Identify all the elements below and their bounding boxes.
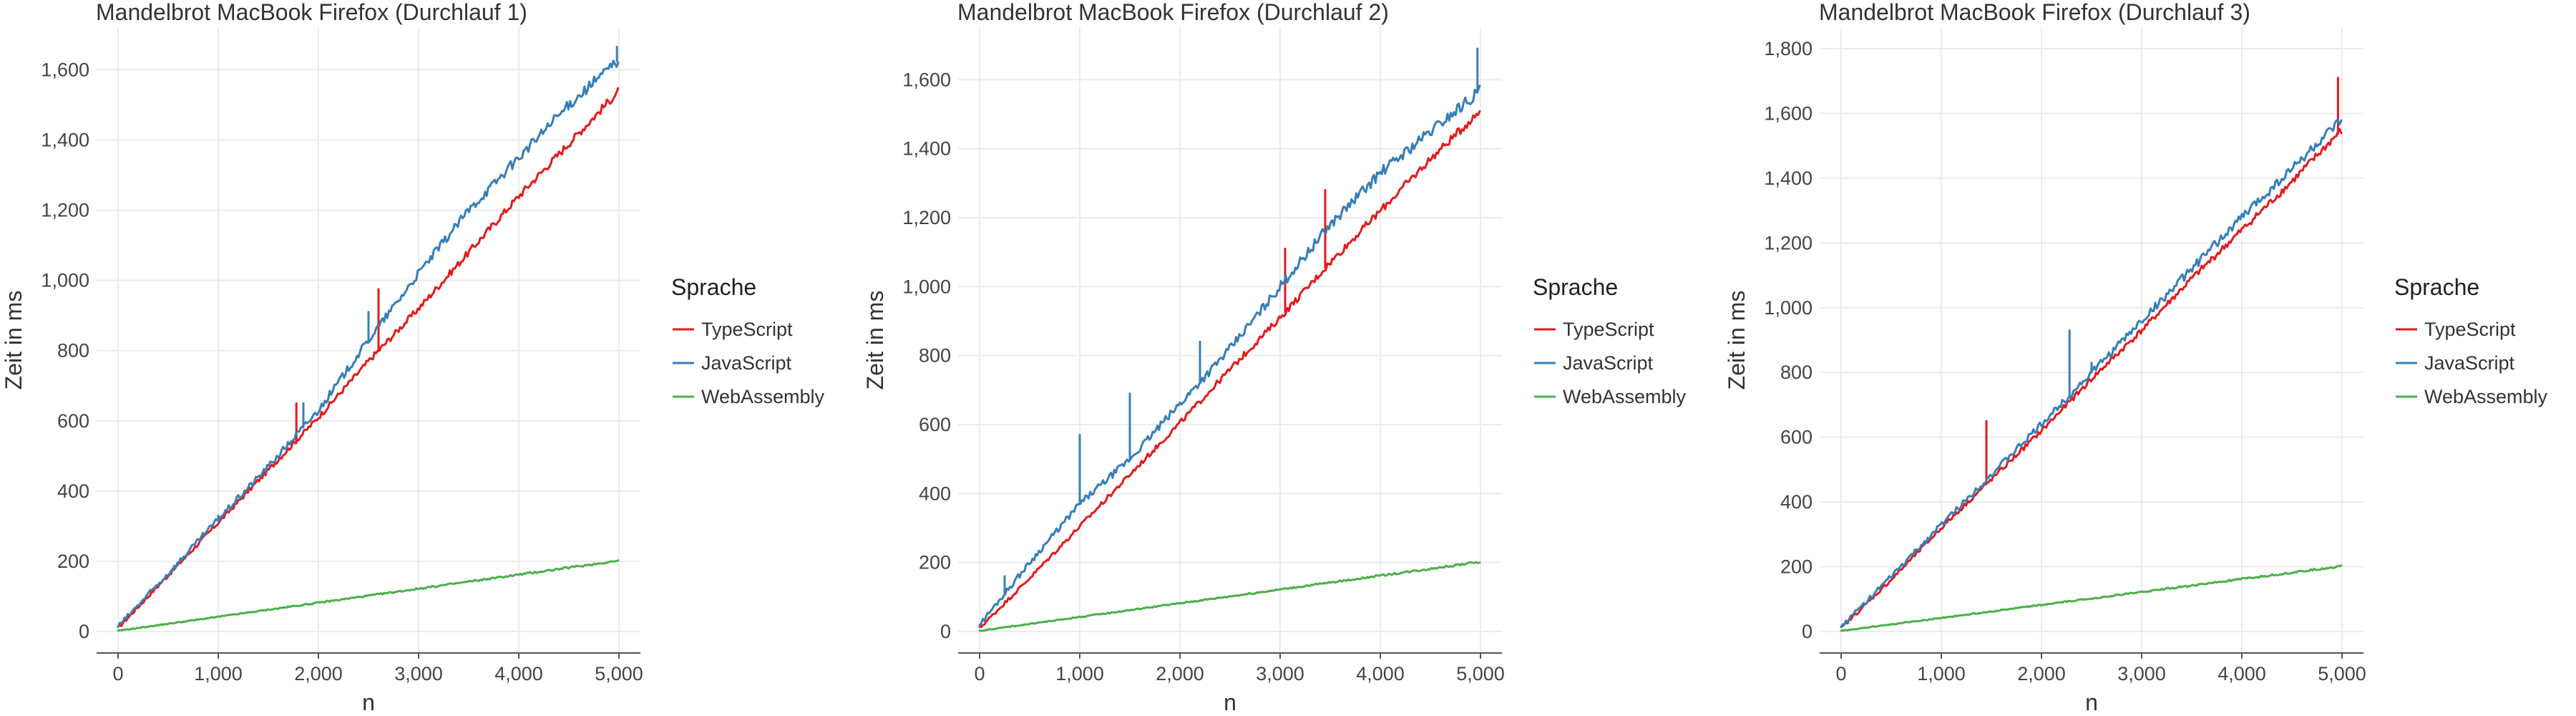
x-tick-label: 2,000 [294,663,343,684]
series-line-webassembly [1840,564,2343,632]
y-tick-label: 0 [79,621,89,642]
y-tick-label: 0 [1802,621,1813,642]
y-tick-label: 200 [1780,556,1813,578]
x-tick-label: 4,000 [2218,663,2266,684]
chart-panel-1: Mandelbrot MacBook Firefox (Durchlauf 1)… [1,0,825,715]
y-tick-label: 0 [940,621,951,642]
series-line-javascript [117,46,620,628]
legend-label-javascript: JavaScript [1563,352,1654,374]
y-tick-label: 800 [1780,362,1813,383]
x-axis-label: n [2085,690,2098,715]
y-tick-label: 1,400 [902,138,951,160]
x-tick-label: 1,000 [1055,663,1104,684]
y-tick-label: 800 [919,345,951,367]
y-tick-label: 800 [57,340,89,362]
y-tick-label: 1,200 [902,207,951,228]
legend-label-webassembly: WebAssembly [701,386,825,407]
series-line-webassembly [978,561,1481,632]
y-tick-label: 200 [919,552,951,574]
y-tick-label: 600 [1780,427,1813,448]
chart-title: Mandelbrot MacBook Firefox (Durchlauf 1) [96,0,527,25]
legend-label-typescript: TypeScript [2424,319,2516,340]
y-tick-label: 1,400 [41,129,89,150]
x-tick-label: 0 [112,663,123,684]
legend-label-typescript: TypeScript [701,319,793,340]
series-line-typescript [117,87,620,628]
y-tick-label: 1,000 [41,270,89,291]
y-tick-label: 1,200 [41,200,89,221]
legend: Sprache TypeScript JavaScript WebAssembly [2394,274,2548,407]
legend: Sprache TypeScript JavaScript WebAssembly [1533,274,1687,407]
series-group [978,47,1481,632]
x-tick-label: 1,000 [1917,663,1966,684]
series-group [1840,77,2343,632]
y-tick-label: 1,400 [1764,168,1813,189]
series-line-javascript [1840,119,2343,629]
y-tick-label: 1,000 [902,276,951,297]
series-line-javascript [978,47,1481,626]
series-line-webassembly [117,559,620,632]
x-tick-label: 1,000 [194,663,243,684]
x-tick-label: 2,000 [2017,663,2066,684]
y-tick-label: 400 [919,483,951,504]
y-tick-label: 200 [57,551,89,572]
y-axis-label: Zeit in ms [1724,291,1750,390]
y-tick-label: 600 [57,410,89,432]
chart-panel-3: Mandelbrot MacBook Firefox (Durchlauf 3)… [1724,0,2548,715]
y-tick-label: 1,800 [1764,38,1813,59]
chart-panel-2: Mandelbrot MacBook Firefox (Durchlauf 2)… [862,0,1687,715]
legend-title: Sprache [1533,274,1618,300]
y-tick-label: 600 [919,414,951,435]
legend-title: Sprache [2394,274,2479,300]
x-tick-label: 3,000 [394,663,443,684]
legend-label-javascript: JavaScript [701,352,792,374]
x-tick-label: 4,000 [494,663,543,684]
x-tick-label: 3,000 [2117,663,2166,684]
chart-title: Mandelbrot MacBook Firefox (Durchlauf 3) [1819,0,2250,25]
y-tick-label: 400 [1780,491,1813,513]
series-group [117,46,620,632]
series-line-typescript [1840,77,2343,629]
x-axis-label: n [362,690,375,715]
y-tick-label: 1,200 [1764,232,1813,253]
legend-label-typescript: TypeScript [1563,319,1654,340]
x-tick-label: 4,000 [1356,663,1405,684]
x-axis-label: n [1224,690,1236,715]
legend-label-javascript: JavaScript [2424,352,2515,374]
x-tick-label: 5,000 [595,663,643,684]
y-tick-label: 400 [57,480,89,502]
y-axis-label: Zeit in ms [1,291,26,390]
x-tick-label: 3,000 [1256,663,1304,684]
y-tick-label: 1,600 [1764,102,1813,124]
y-axis-label: Zeit in ms [862,291,888,390]
legend-label-webassembly: WebAssembly [1563,386,1687,407]
x-tick-label: 2,000 [1156,663,1204,684]
y-tick-label: 1,000 [1764,297,1813,319]
legend-label-webassembly: WebAssembly [2424,386,2548,407]
x-tick-label: 5,000 [1456,663,1505,684]
y-tick-label: 1,600 [902,69,951,90]
x-tick-label: 0 [974,663,985,684]
y-tick-label: 1,600 [41,59,89,80]
legend-title: Sprache [671,274,756,300]
legend: Sprache TypeScript JavaScript WebAssembly [671,274,825,407]
x-tick-label: 5,000 [2318,663,2366,684]
series-line-typescript [978,110,1481,629]
chart-title: Mandelbrot MacBook Firefox (Durchlauf 2) [957,0,1389,25]
x-tick-label: 0 [1835,663,1846,684]
